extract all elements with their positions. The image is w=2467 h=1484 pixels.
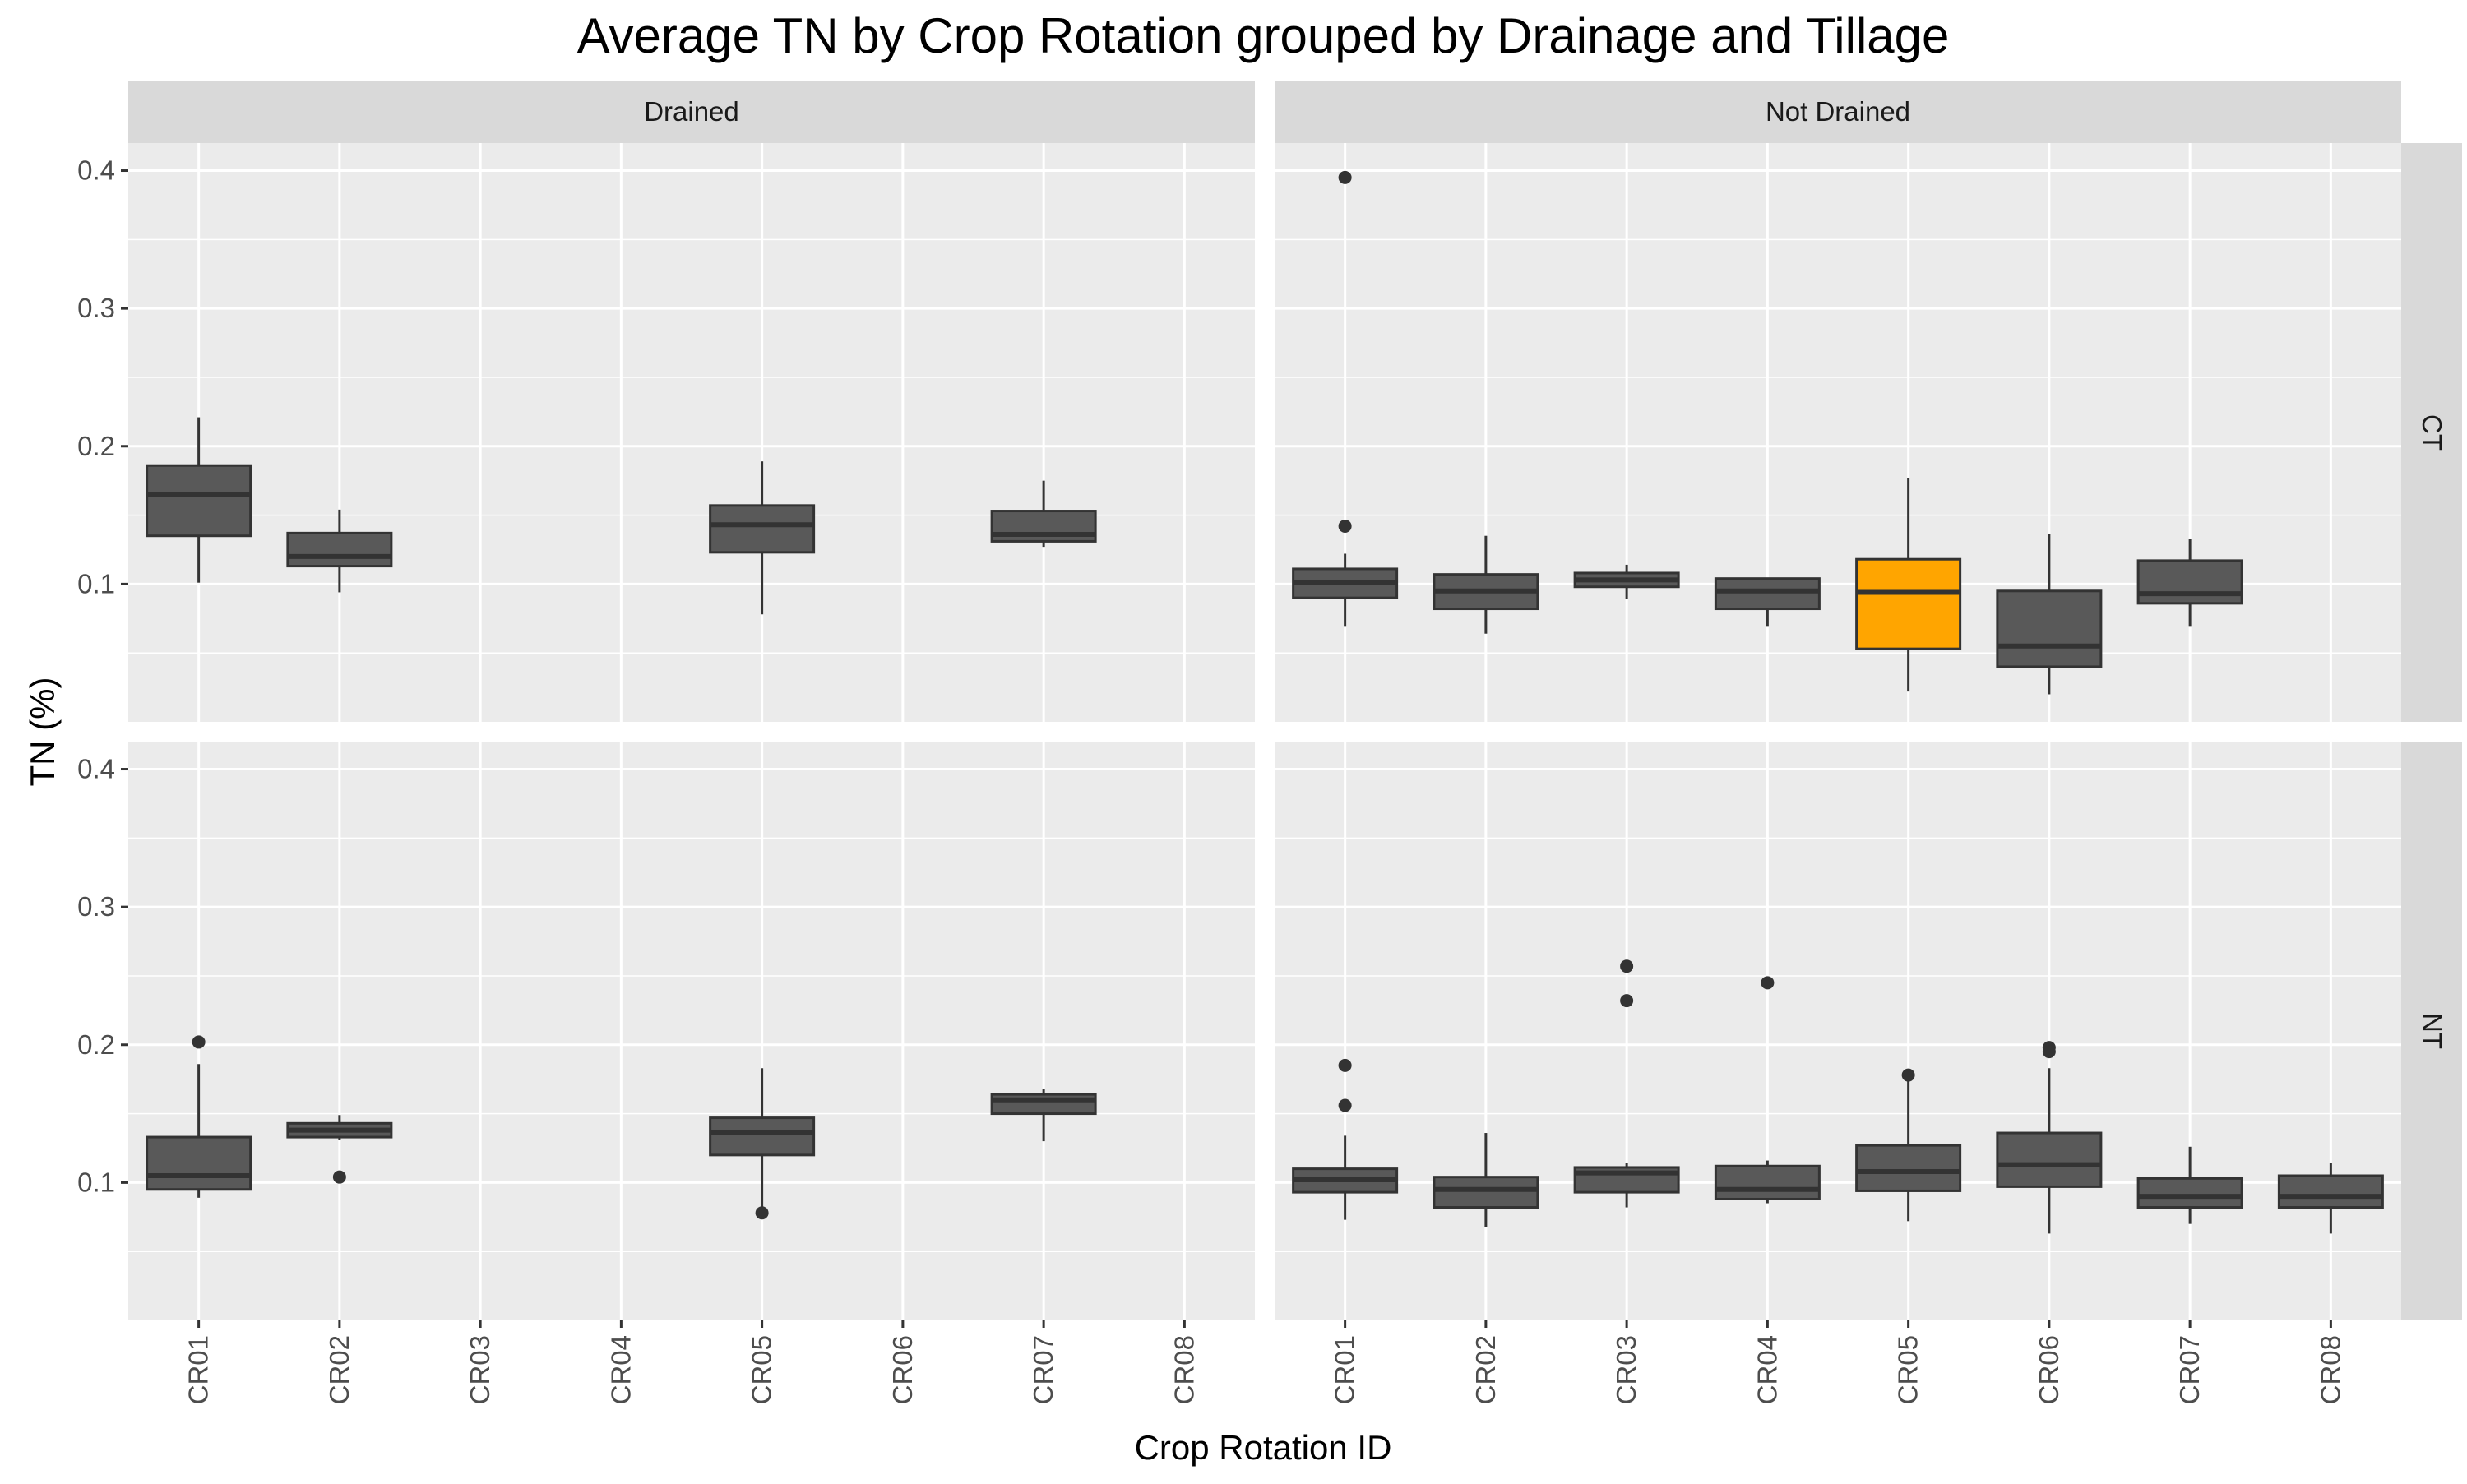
box-not-drained-nt-cr04 [1714,976,1821,1204]
box-not-drained-ct-cr05 [1855,478,1962,692]
x-tick-label: CR01 [183,1335,214,1404]
grid-drained-ct [128,143,1255,722]
box-not-drained-ct-cr04 [1714,577,1821,627]
x-tick-label: CR07 [1028,1335,1058,1404]
panels-layer: Drained Not Drained CT NT 0.1 0.2 0.3 0.4 0.1 0.2… [77,81,2462,1404]
box-not-drained-ct-cr06 [1996,534,2103,695]
panel-bg-drained-nt [128,742,1255,1320]
panel-bg-not-drained-nt [1275,742,2401,1320]
x-tick-label: CR05 [747,1335,777,1404]
box-not-drained-ct-cr07 [2136,539,2243,627]
outlier-point [332,1170,346,1184]
y-tick-label: 0.4 [77,754,115,784]
strip-label-drained: Drained [644,96,739,127]
box-not-drained-nt-cr08 [2277,1163,2384,1234]
outlier-point [755,1206,769,1220]
outlier-point [1338,1058,1352,1072]
x-tick-label: CR07 [2174,1335,2205,1404]
box-iqr [146,464,252,538]
box-iqr [1714,577,1821,611]
outlier-point [1338,1098,1352,1112]
box-iqr [146,1135,252,1191]
x-tick-label: CR05 [1893,1335,1923,1404]
box-not-drained-ct-cr01 [1292,170,1399,627]
box-not-drained-nt-cr03 [1573,959,1680,1208]
y-axis-title: TN (%) [23,677,62,787]
y-tick-label: 0.2 [77,431,115,461]
box-iqr [1714,1164,1821,1200]
box-iqr [990,1093,1097,1116]
outlier-point [1901,1068,1915,1082]
strip-label-nt: NT [2417,1013,2447,1049]
outlier-point [1620,994,1634,1008]
outlier-point [1338,170,1352,184]
box-drained-ct-cr05 [709,461,816,615]
box-iqr [2277,1174,2384,1209]
box-drained-nt-cr02 [286,1115,393,1184]
y-tick-label: 0.1 [77,1167,115,1197]
box-drained-ct-cr07 [990,480,1097,548]
x-tick-label: CR08 [1169,1335,1199,1404]
box-iqr [709,504,816,554]
box-not-drained-nt-cr06 [1996,1041,2103,1234]
y-tick-label: 0.2 [77,1029,115,1060]
box-iqr [286,531,393,568]
box-iqr [2136,559,2243,605]
strip-right-nt [2401,742,2462,1320]
panel-bg-drained-ct [128,143,1255,722]
box-iqr [1433,1176,1539,1209]
y-tick-label: 0.1 [77,568,115,599]
strip-top-drained [128,81,1255,143]
box-not-drained-nt-cr02 [1433,1133,1539,1227]
box-not-drained-ct-cr02 [1433,535,1539,634]
strip-label-not-drained: Not Drained [1766,96,1910,127]
box-iqr [1996,589,2103,668]
x-tick-label: CR03 [1611,1335,1641,1404]
box-iqr [1996,1131,2103,1188]
box-drained-nt-cr01 [146,1035,252,1198]
box-drained-ct-cr02 [286,509,393,593]
x-tick-label: CR04 [1752,1335,1782,1404]
x-tick-label: CR06 [2034,1335,2064,1404]
strip-right-ct [2401,143,2462,722]
strip-top-not-drained [1275,81,2401,143]
outlier-point [1761,976,1775,990]
box-drained-ct-cr01 [146,417,252,583]
panel-bg-not-drained-ct [1275,143,2401,722]
box-iqr [1855,557,1962,650]
outlier-point [1620,959,1634,973]
box-not-drained-ct-cr03 [1573,564,1680,599]
box-iqr [709,1116,816,1157]
x-tick-label: CR08 [2315,1335,2345,1404]
x-tick-label: CR02 [1470,1335,1501,1404]
x-axis-title: Crop Rotation ID [1135,1428,1392,1467]
x-tick-label: CR06 [887,1335,918,1404]
box-drained-nt-cr07 [990,1089,1097,1142]
box-iqr [2136,1177,2243,1209]
y-tick-label: 0.3 [77,293,115,323]
outlier-point [2042,1045,2056,1059]
y-tick-label: 0.3 [77,891,115,922]
y-tick-label: 0.4 [77,155,115,186]
box-not-drained-nt-cr01 [1292,1058,1399,1220]
box-not-drained-nt-cr07 [2136,1146,2243,1224]
x-tick-label: CR03 [465,1335,495,1404]
box-drained-nt-cr05 [709,1068,816,1220]
box-not-drained-nt-cr05 [1855,1068,1962,1222]
strip-label-ct: CT [2417,414,2447,451]
box-iqr [1855,1144,1962,1192]
x-tick-label: CR01 [1330,1335,1360,1404]
outlier-point [1338,519,1352,533]
chart-title: Average TN by Crop Rotation grouped by D… [577,8,1950,63]
outlier-point [192,1035,206,1049]
x-tick-label: CR04 [605,1335,636,1404]
x-tick-label: CR02 [324,1335,354,1404]
